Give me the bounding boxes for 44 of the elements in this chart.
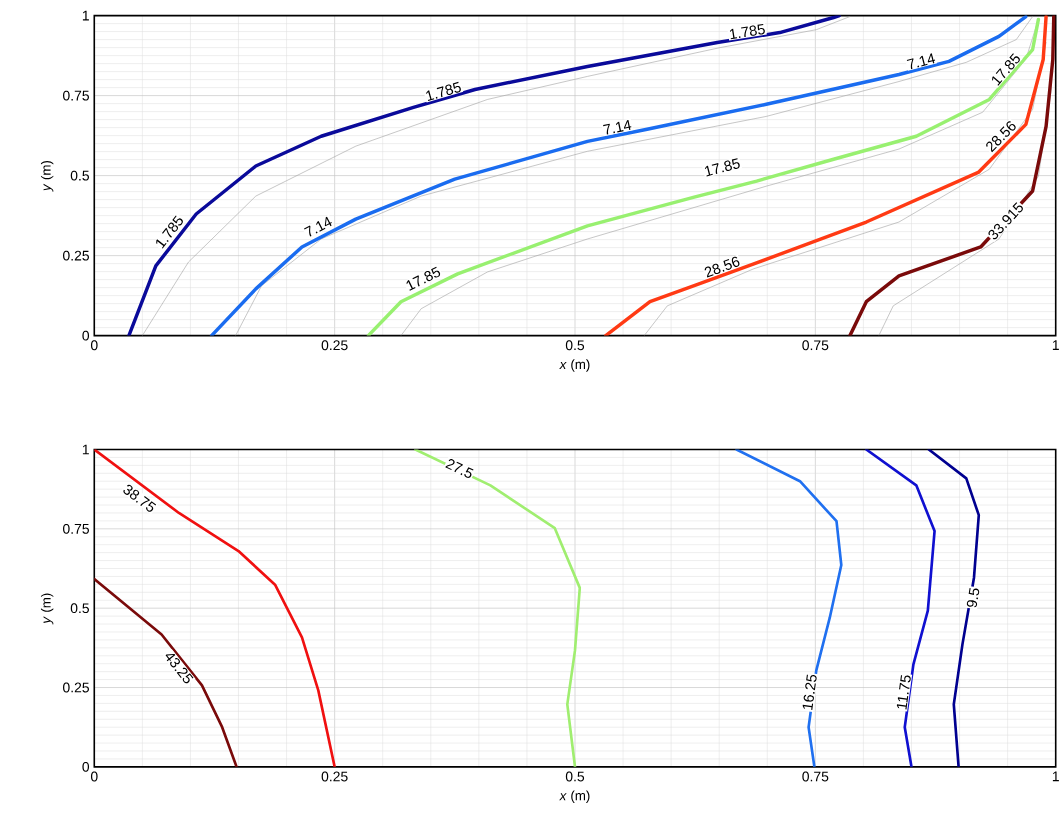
annotation: 16.25 [802, 674, 817, 710]
y-tick-label: 1 [82, 10, 89, 21]
x-tick-label: 1 [1052, 340, 1059, 350]
line-series [927, 449, 981, 767]
y-tick-label: 0 [82, 761, 90, 772]
line-series [604, 15, 1048, 336]
annotation: 7.14 [304, 216, 332, 237]
line-series [94, 449, 336, 767]
x-tick-label: 0.5 [565, 771, 585, 782]
x-axis-title: x (m) [559, 790, 590, 803]
y-tick-label: 0.5 [70, 603, 90, 613]
x-tick-label: 0.75 [802, 340, 829, 351]
annotation: 7.14 [603, 119, 632, 135]
x-tick-label: 0 [90, 340, 98, 351]
y-tick-label: 0.75 [63, 523, 89, 534]
annotation: 11.75 [896, 675, 911, 710]
x-tick-label: 1 [1052, 771, 1059, 782]
line-series [414, 449, 582, 767]
y-tick-label: 0.5 [70, 170, 90, 181]
y-axis-title: y (m) [40, 160, 54, 192]
annotation: 28.56 [704, 256, 740, 278]
x-tick-label: 0 [90, 771, 98, 782]
x-axis-title: x (m) [559, 359, 590, 372]
y-tick-label: 0.75 [63, 90, 89, 101]
annotation: 7.14 [906, 53, 936, 70]
y-tick-label: 0.25 [63, 682, 89, 693]
line-series [864, 449, 936, 767]
y-tick-label: 0 [82, 330, 90, 341]
x-tick-label: 0.25 [321, 771, 348, 782]
line-series [94, 577, 238, 767]
y-axis-title: y (m) [40, 593, 54, 625]
annotation: 1.785 [729, 23, 765, 40]
line-series [735, 449, 843, 767]
annotation: 17.85 [406, 266, 441, 291]
y-tick-label: 0.25 [63, 250, 89, 261]
x-tick-label: 0.5 [565, 340, 585, 351]
annotation: 27.5 [445, 458, 474, 478]
x-tick-label: 0.75 [802, 771, 829, 782]
line-series [848, 15, 1056, 336]
annotation: 1.785 [426, 81, 461, 101]
x-tick-label: 0.25 [321, 340, 348, 351]
annotation: 9.5 [966, 587, 980, 608]
y-tick-label: 1 [82, 444, 89, 455]
annotation: 17.85 [704, 158, 740, 177]
